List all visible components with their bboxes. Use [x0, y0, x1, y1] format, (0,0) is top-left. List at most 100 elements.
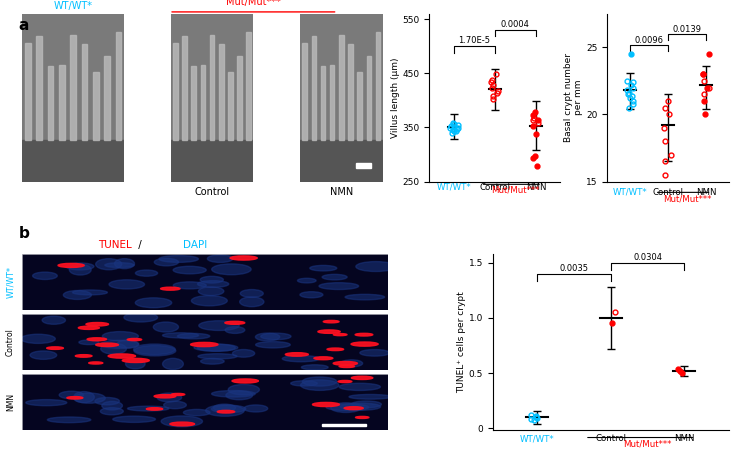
Ellipse shape — [341, 360, 363, 367]
Ellipse shape — [330, 403, 361, 413]
Bar — [93, 72, 99, 140]
Text: WT/WT*: WT/WT* — [6, 266, 15, 298]
Circle shape — [313, 402, 339, 407]
Circle shape — [355, 416, 369, 419]
Ellipse shape — [211, 390, 255, 397]
Ellipse shape — [291, 381, 317, 386]
Text: Control: Control — [652, 188, 684, 197]
Text: NMN: NMN — [674, 434, 695, 443]
Text: WT/WT*: WT/WT* — [612, 188, 648, 197]
Bar — [201, 65, 205, 140]
Ellipse shape — [63, 290, 91, 299]
Ellipse shape — [300, 380, 339, 390]
Circle shape — [89, 362, 103, 364]
Text: 0.0139: 0.0139 — [673, 25, 701, 34]
Ellipse shape — [198, 354, 237, 359]
Ellipse shape — [96, 259, 121, 270]
Ellipse shape — [240, 289, 263, 297]
Ellipse shape — [42, 316, 66, 324]
Ellipse shape — [100, 408, 124, 415]
Y-axis label: TUNEL⁺ cells per crypt: TUNEL⁺ cells per crypt — [457, 291, 466, 393]
Circle shape — [351, 376, 373, 380]
Ellipse shape — [134, 344, 175, 355]
Bar — [367, 56, 371, 140]
Circle shape — [46, 347, 63, 349]
Text: NMN: NMN — [330, 187, 353, 197]
Text: /: / — [135, 240, 146, 250]
Circle shape — [108, 354, 135, 358]
Text: Control: Control — [595, 434, 626, 443]
Ellipse shape — [349, 395, 391, 399]
Ellipse shape — [226, 391, 252, 400]
Ellipse shape — [244, 405, 268, 412]
Text: DAPI: DAPI — [183, 240, 207, 250]
Ellipse shape — [113, 416, 155, 422]
Ellipse shape — [173, 266, 206, 274]
Ellipse shape — [126, 359, 145, 369]
Ellipse shape — [255, 333, 280, 341]
Bar — [247, 32, 251, 140]
Ellipse shape — [135, 298, 171, 308]
Bar — [300, 140, 383, 182]
Circle shape — [333, 333, 347, 336]
Ellipse shape — [173, 282, 206, 289]
Text: 0.0096: 0.0096 — [634, 35, 663, 44]
Circle shape — [286, 353, 308, 356]
Circle shape — [355, 333, 373, 336]
Ellipse shape — [100, 340, 139, 348]
Ellipse shape — [198, 287, 224, 295]
Ellipse shape — [191, 296, 227, 306]
Bar — [376, 32, 381, 140]
Bar — [219, 44, 224, 140]
Bar — [302, 43, 307, 140]
Bar — [82, 44, 87, 140]
Circle shape — [191, 342, 218, 347]
Ellipse shape — [183, 410, 210, 416]
Bar — [339, 35, 344, 140]
Circle shape — [344, 407, 364, 410]
Circle shape — [146, 408, 163, 410]
Bar — [210, 35, 214, 140]
Ellipse shape — [155, 258, 179, 266]
Ellipse shape — [339, 383, 381, 390]
Circle shape — [314, 357, 333, 360]
Ellipse shape — [163, 401, 186, 409]
Bar — [358, 72, 362, 140]
Circle shape — [217, 410, 235, 413]
Text: Control: Control — [6, 328, 15, 356]
Ellipse shape — [102, 332, 138, 341]
Ellipse shape — [47, 417, 91, 423]
Text: WT/WT*: WT/WT* — [520, 434, 554, 443]
Ellipse shape — [319, 283, 358, 289]
Bar — [171, 140, 253, 182]
Text: Mut/Mut***: Mut/Mut*** — [662, 194, 711, 203]
Text: 1.70E-5: 1.70E-5 — [459, 36, 490, 45]
Ellipse shape — [159, 255, 199, 262]
Ellipse shape — [310, 265, 337, 271]
Ellipse shape — [32, 272, 57, 280]
Circle shape — [75, 355, 92, 357]
Ellipse shape — [69, 265, 91, 275]
Bar — [311, 36, 316, 140]
Circle shape — [87, 338, 107, 341]
Text: Mut/Mut***: Mut/Mut*** — [623, 440, 672, 449]
Text: NMN: NMN — [526, 183, 546, 192]
Ellipse shape — [161, 416, 202, 427]
Y-axis label: Basal crypt number
per mm: Basal crypt number per mm — [564, 53, 583, 142]
Bar — [348, 44, 353, 140]
Ellipse shape — [197, 281, 229, 287]
Ellipse shape — [200, 276, 224, 283]
Circle shape — [154, 395, 176, 398]
Ellipse shape — [300, 292, 323, 298]
Ellipse shape — [197, 344, 236, 351]
Text: b: b — [18, 226, 29, 241]
Ellipse shape — [261, 333, 291, 340]
Circle shape — [58, 263, 84, 267]
Circle shape — [318, 330, 340, 333]
Circle shape — [122, 358, 149, 362]
Bar — [22, 140, 124, 182]
Ellipse shape — [213, 404, 236, 411]
Ellipse shape — [95, 397, 119, 405]
Circle shape — [96, 343, 118, 347]
Bar — [116, 32, 121, 140]
